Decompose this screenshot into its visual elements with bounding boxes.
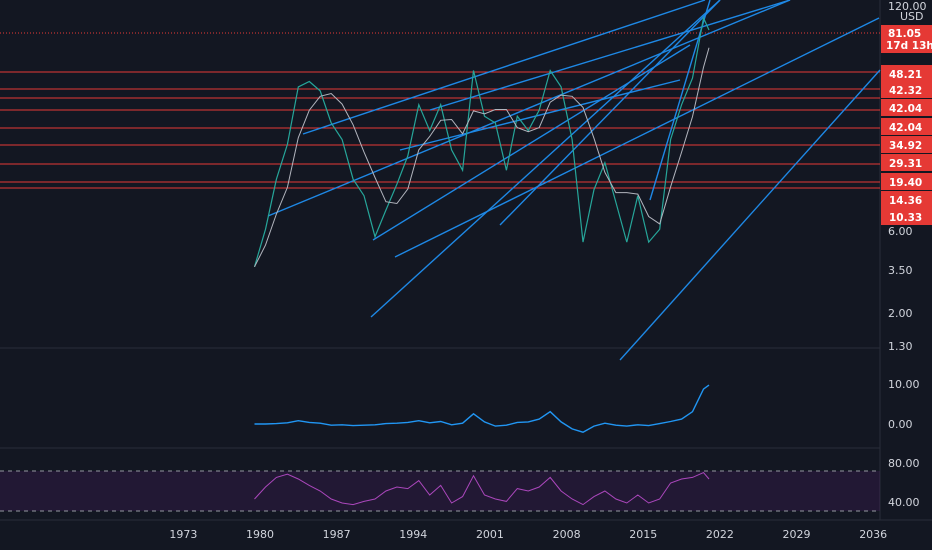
level-badge — [881, 154, 932, 171]
level-value: 34.92 — [889, 140, 922, 152]
macd-tick: 10.00 — [888, 378, 920, 391]
time-tick: 2015 — [629, 528, 657, 541]
last-price-badge — [881, 25, 932, 53]
price-tick: 3.50 — [888, 264, 913, 277]
level-value: 14.36 — [889, 195, 922, 207]
price-line — [253, 16, 710, 267]
rsi-tick: 80.00 — [888, 457, 920, 470]
level-badge — [881, 173, 932, 190]
trendlines[interactable] — [267, 0, 881, 361]
trendline[interactable] — [399, 79, 681, 151]
level-badge — [881, 118, 932, 135]
price-tick: 120.00 — [888, 0, 927, 13]
time-tick: 2036 — [859, 528, 887, 541]
rsi-tick: 40.00 — [888, 496, 920, 509]
level-badge — [881, 191, 932, 208]
time-axis[interactable]: 1973 1980 1987 1994 2001 2008 2015 2022 2029 2036 — [169, 528, 887, 541]
time-tick: 2001 — [476, 528, 504, 541]
level-value: 29.31 — [889, 158, 922, 170]
rsi-line — [254, 471, 710, 506]
level-badge — [881, 65, 932, 82]
price-tick: 6.00 — [888, 225, 913, 238]
grid — [0, 0, 932, 521]
price-tick: 1.30 — [888, 340, 913, 353]
last-price-value: 81.05 — [888, 28, 921, 40]
horizontal-levels[interactable] — [0, 32, 880, 189]
trendline[interactable] — [619, 69, 881, 361]
trendline[interactable] — [649, 0, 711, 201]
level-value: 19.40 — [889, 177, 922, 189]
trendline[interactable] — [370, 0, 721, 318]
price-tick: 2.00 — [888, 307, 913, 320]
level-badge — [881, 99, 932, 116]
time-tick: 1980 — [246, 528, 274, 541]
time-tick: 1973 — [169, 528, 197, 541]
time-tick: 2029 — [783, 528, 811, 541]
level-badge — [881, 208, 932, 225]
level-value: 42.32 — [889, 85, 922, 97]
level-value: 42.04 — [889, 103, 922, 115]
rsi-band — [0, 471, 880, 511]
rsi-pane — [0, 470, 880, 512]
price-pane — [253, 16, 710, 268]
currency-label: USD — [900, 10, 924, 23]
time-tick: 1987 — [323, 528, 351, 541]
level-value: 42.04 — [889, 122, 922, 134]
level-value: 48.21 — [889, 69, 922, 81]
macd-tick: 0.00 — [888, 418, 913, 431]
time-tick: 2008 — [553, 528, 581, 541]
bar-countdown: 17d 13h — [886, 40, 932, 52]
trendline[interactable] — [394, 17, 880, 258]
trendline[interactable] — [302, 0, 706, 135]
level-value: 10.33 — [889, 212, 922, 224]
trendline[interactable] — [267, 0, 791, 217]
moving-average-line — [254, 47, 710, 268]
time-tick: 1994 — [399, 528, 427, 541]
trendline[interactable] — [429, 0, 791, 111]
level-badge — [881, 81, 932, 98]
macd-line — [254, 384, 710, 433]
trendline[interactable] — [499, 0, 721, 226]
trendline[interactable] — [372, 44, 691, 241]
level-badge — [881, 136, 932, 153]
time-tick: 2022 — [706, 528, 734, 541]
macd-pane — [254, 384, 710, 433]
